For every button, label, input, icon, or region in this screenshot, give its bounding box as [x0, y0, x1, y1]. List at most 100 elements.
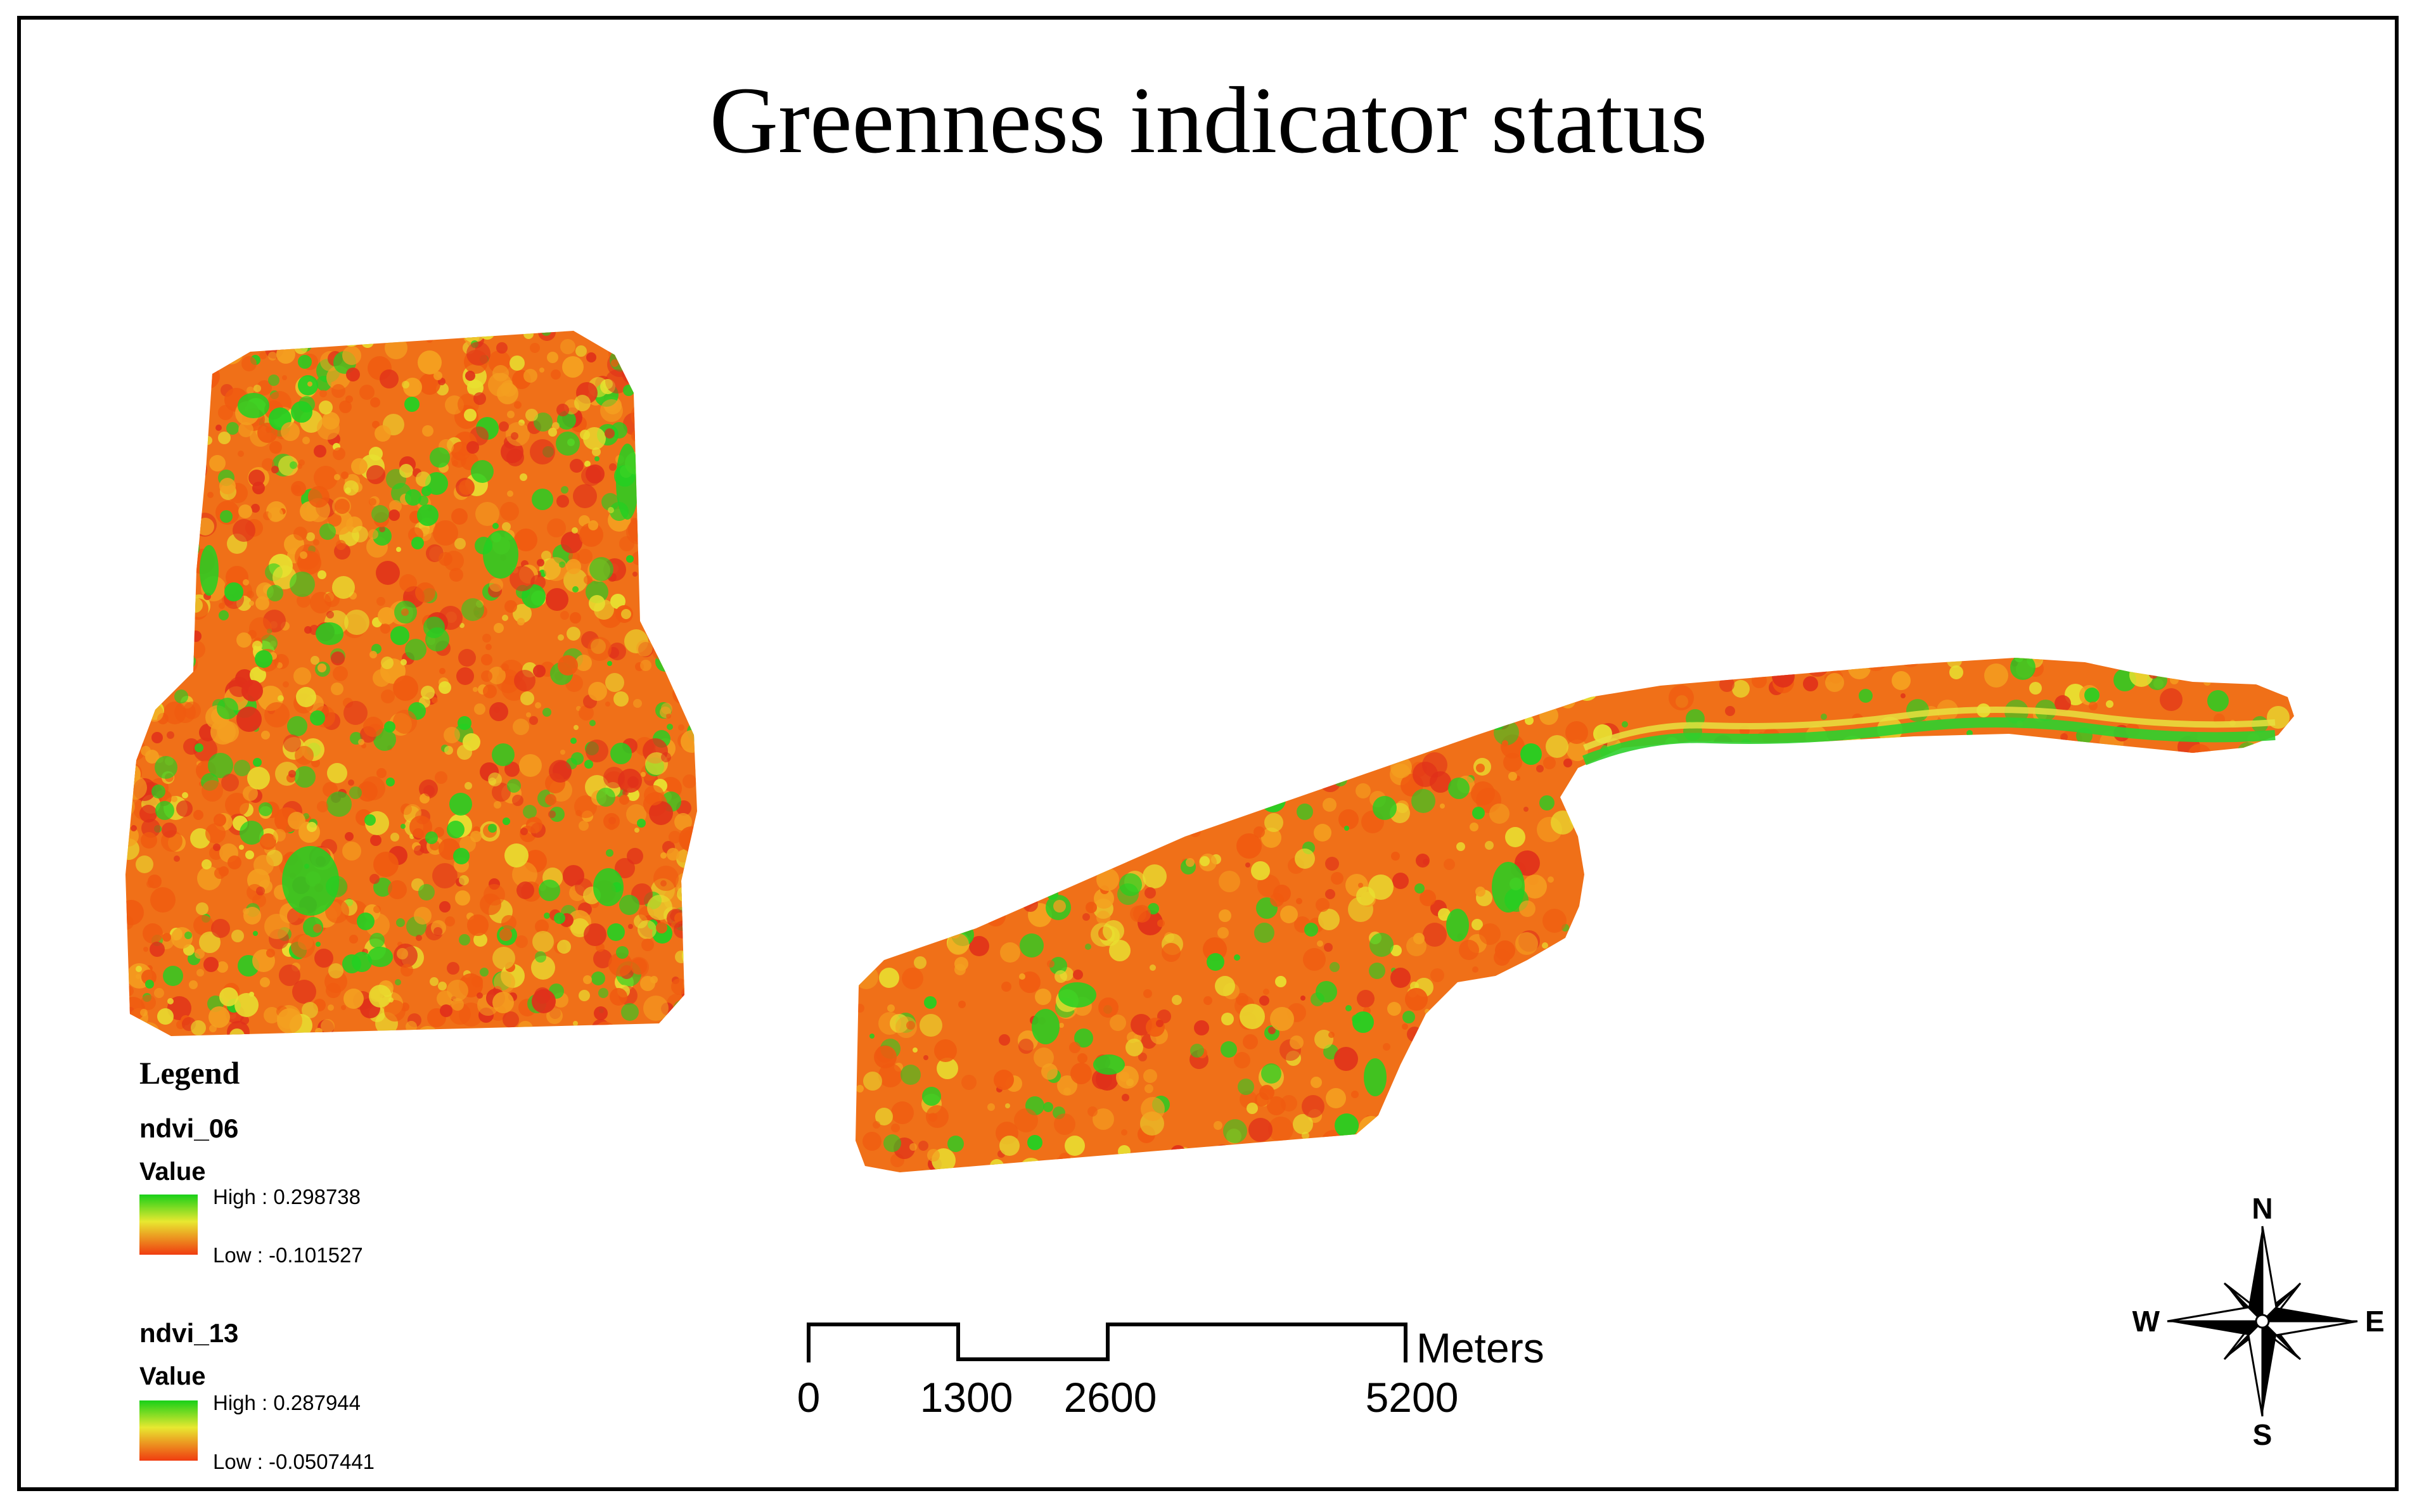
legend-value-label: Value	[139, 1362, 206, 1390]
vegetation-patch	[1093, 1054, 1125, 1075]
raster-pixel	[445, 916, 455, 926]
raster-pixel	[359, 385, 375, 400]
raster-pixel	[1390, 968, 1411, 988]
raster-pixel	[492, 783, 511, 802]
raster-pixel	[511, 432, 518, 440]
raster-pixel	[661, 703, 672, 714]
raster-pixel	[376, 561, 400, 585]
raster-pixel	[1221, 1013, 1234, 1025]
raster-pixel	[541, 331, 551, 336]
raster-pixel	[533, 665, 546, 677]
raster-pixel	[1254, 923, 1274, 943]
raster-pixel	[264, 914, 290, 939]
raster-pixel	[375, 425, 391, 442]
raster-pixel	[418, 350, 442, 375]
raster-pixel	[1057, 1075, 1077, 1096]
raster-pixel	[638, 920, 657, 939]
raster-pixel	[2106, 700, 2113, 708]
raster-pixel	[352, 526, 368, 542]
raster-pixel	[667, 848, 679, 861]
raster-pixel	[308, 486, 330, 508]
raster-pixel	[239, 845, 244, 850]
vegetation-patch	[368, 947, 393, 967]
raster-pixel	[1248, 1118, 1273, 1142]
vegetation-patch	[1446, 909, 1469, 942]
raster-pixel	[1000, 942, 1020, 963]
raster-pixel	[136, 855, 153, 873]
raster-pixel	[621, 609, 631, 619]
raster-pixel	[298, 355, 312, 369]
raster-pixel	[1402, 1011, 1415, 1023]
raster-pixel	[1290, 1035, 1304, 1049]
raster-pixel	[217, 961, 228, 973]
raster-pixel	[909, 1143, 917, 1151]
raster-pixel	[339, 400, 352, 413]
raster-pixel	[459, 875, 469, 885]
raster-pixel	[878, 1063, 902, 1087]
raster-pixel	[928, 1113, 937, 1122]
raster-pixel	[1472, 966, 1478, 973]
raster-pixel	[1314, 824, 1331, 842]
raster-pixel	[1352, 1011, 1374, 1033]
raster-pixel	[259, 802, 272, 816]
vegetation-patch	[200, 545, 219, 596]
raster-pixel	[225, 793, 249, 817]
raster-pixel	[405, 639, 426, 660]
raster-pixel	[1489, 804, 1510, 824]
raster-pixel	[891, 1101, 914, 1124]
raster-pixel	[607, 923, 625, 941]
raster-pixel	[171, 796, 177, 802]
raster-pixel	[336, 540, 346, 550]
raster-pixel	[281, 422, 300, 441]
raster-pixel	[314, 466, 338, 490]
raster-pixel	[628, 924, 633, 929]
raster-pixel	[584, 575, 593, 584]
raster-pixel	[1116, 1066, 1139, 1089]
raster-pixel	[326, 791, 352, 817]
raster-pixel	[667, 724, 673, 730]
raster-pixel	[1317, 940, 1323, 947]
raster-pixel	[1096, 868, 1119, 891]
raster-pixel	[591, 971, 605, 985]
raster-pixel	[328, 1004, 334, 1011]
vegetation-patch	[1058, 982, 1096, 1008]
raster-pixel	[278, 456, 298, 476]
raster-pixel	[379, 526, 385, 532]
raster-pixel	[574, 395, 591, 411]
raster-pixel	[1325, 857, 1339, 871]
raster-pixel	[535, 951, 546, 963]
raster-pixel	[1444, 859, 1455, 870]
raster-pixel	[1356, 783, 1371, 798]
raster-pixel	[1859, 689, 1873, 703]
raster-pixel	[1472, 807, 1485, 819]
raster-pixel	[470, 831, 482, 842]
raster-pixel	[287, 716, 307, 736]
raster-pixel	[369, 933, 385, 948]
legend-high-label: High : 0.287944	[213, 1391, 361, 1414]
raster-pixel	[1236, 833, 1262, 859]
raster-pixel	[605, 673, 624, 692]
raster-pixel	[444, 727, 460, 743]
raster-pixel	[439, 552, 452, 566]
raster-pixel	[1326, 1088, 1346, 1108]
raster-pixel	[485, 644, 492, 650]
raster-pixel	[961, 1075, 977, 1090]
raster-pixel	[1143, 1069, 1157, 1083]
raster-pixel	[193, 810, 203, 820]
raster-pixel	[1047, 960, 1055, 968]
raster-pixel	[268, 375, 279, 386]
raster-pixel	[461, 598, 484, 621]
raster-pixel	[954, 964, 966, 975]
raster-pixel	[1502, 740, 1508, 746]
raster-pixel	[202, 780, 223, 802]
raster-pixel	[574, 725, 579, 730]
raster-pixel	[514, 401, 522, 409]
raster-pixel	[333, 666, 348, 681]
raster-pixel	[1143, 989, 1152, 998]
raster-pixel	[1073, 970, 1083, 980]
raster-pixel	[150, 887, 176, 913]
raster-pixel	[1240, 1004, 1265, 1029]
raster-pixel	[1402, 1023, 1408, 1030]
raster-pixel	[325, 899, 349, 923]
raster-pixel	[310, 592, 331, 613]
